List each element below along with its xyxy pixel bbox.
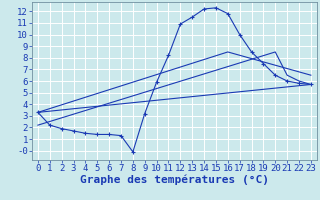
- X-axis label: Graphe des températures (°C): Graphe des températures (°C): [80, 175, 269, 185]
